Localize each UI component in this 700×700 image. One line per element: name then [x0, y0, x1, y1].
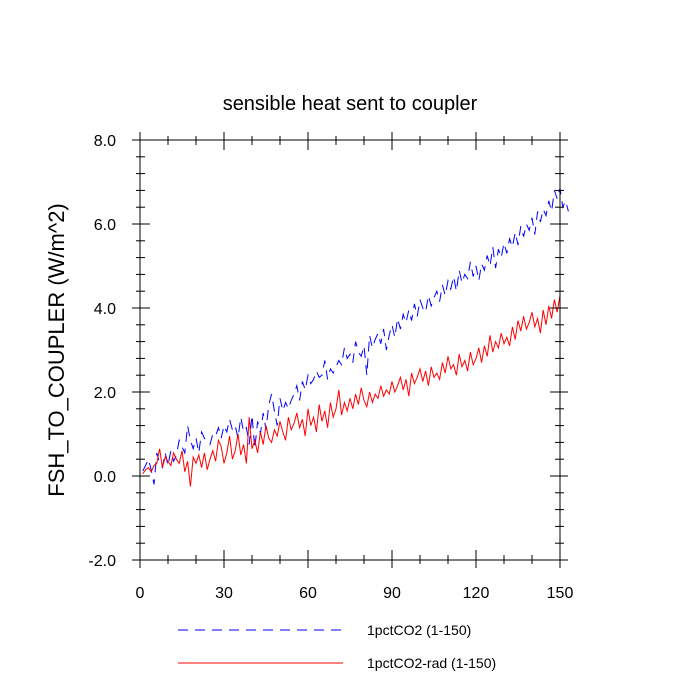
x-tick-label: 150 [547, 585, 574, 602]
y-tick-label: 6.0 [94, 217, 116, 234]
x-tick-label: 0 [136, 585, 145, 602]
y-tick-label: 2.0 [94, 385, 116, 402]
axes: 0 30 60 90 120 150 -2.0 0.0 2.0 4.0 6.0 8.0 [88, 132, 573, 602]
y-tick-label: -2.0 [88, 553, 116, 570]
x-tick-label: 120 [463, 585, 490, 602]
chart-title: sensible heat sent to coupler [223, 93, 478, 115]
y-axis-label: FSH_TO_COUPLER (W/m^2) [44, 203, 69, 497]
legend-label-2: 1pctCO2-rad (1-150) [367, 655, 496, 671]
series-line-1 [142, 188, 569, 485]
x-tick-label: 90 [383, 585, 401, 602]
legend-label-1: 1pctCO2 (1-150) [367, 622, 471, 638]
series-line-2 [142, 295, 561, 487]
legend: 1pctCO2 (1-150) 1pctCO2-rad (1-150) [178, 622, 496, 671]
plot-area [142, 188, 569, 487]
plot-frame [139, 139, 561, 561]
x-tick-label: 60 [299, 585, 317, 602]
y-tick-label: 4.0 [94, 301, 116, 318]
x-tick-label: 30 [215, 585, 233, 602]
y-tick-label: 8.0 [94, 133, 116, 150]
y-tick-label: 0.0 [94, 469, 116, 486]
